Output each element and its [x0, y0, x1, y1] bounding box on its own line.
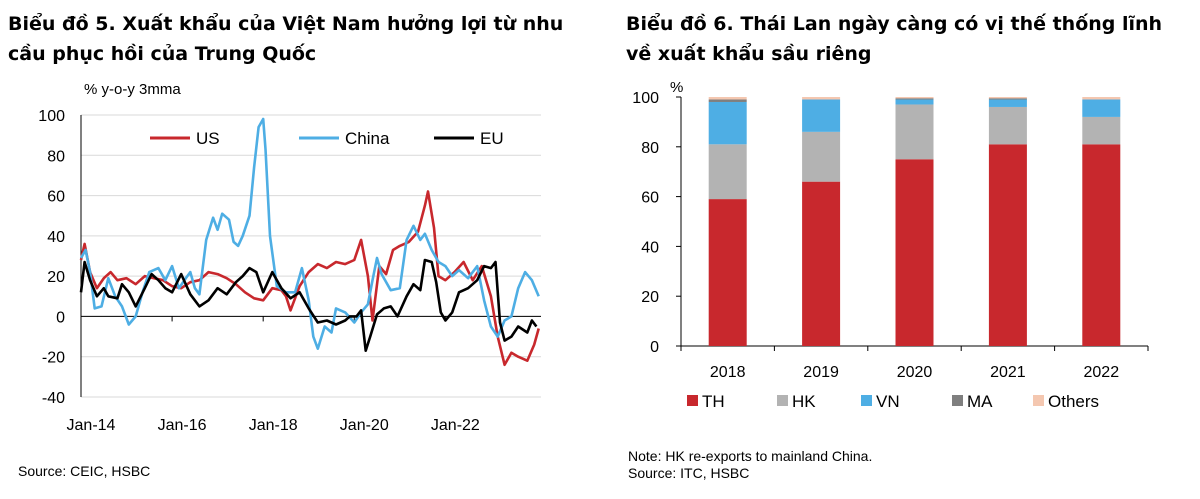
left-source: Source: CEIC, HSBC — [18, 463, 151, 479]
x-tick-label: Jan-18 — [249, 417, 298, 434]
y-axis-label: % — [670, 79, 683, 96]
bar-segment-ma-2020 — [895, 98, 934, 100]
bar-segment-hk-2021 — [988, 106, 1027, 145]
bar-segment-others-2021 — [988, 97, 1027, 99]
bar-segment-hk-2019 — [802, 131, 841, 182]
legend-label-th: TH — [702, 392, 725, 411]
right-note: Note: HK re-exports to mainland China. — [628, 448, 873, 464]
x-tick-label: Jan-22 — [431, 417, 480, 434]
y-tick-label: 40 — [47, 229, 65, 246]
legend-swatch-ma — [952, 395, 963, 406]
bar-segment-th-2019 — [802, 181, 841, 346]
bar-segment-others-2018 — [708, 97, 747, 100]
y-tick-label: 20 — [641, 289, 659, 306]
bar-segment-vn-2018 — [708, 101, 747, 145]
bar-segment-hk-2018 — [708, 144, 747, 200]
y-tick-label: 60 — [47, 189, 65, 206]
y-tick-label: 80 — [641, 140, 659, 157]
y-tick-label: 0 — [650, 339, 659, 356]
bar-segment-ma-2018 — [708, 99, 747, 102]
x-tick-label: 2020 — [897, 364, 933, 381]
x-tick-label: Jan-14 — [67, 417, 116, 434]
series-line-eu — [79, 258, 538, 352]
legend-swatch-th — [687, 395, 698, 406]
y-tick-label: 80 — [47, 148, 65, 165]
bar-segment-hk-2022 — [1082, 116, 1121, 145]
x-tick-label: 2022 — [1084, 364, 1120, 381]
y-tick-label: -40 — [42, 390, 65, 407]
bar-segment-others-2019 — [802, 97, 841, 100]
legend-swatch-others — [1033, 395, 1044, 406]
y-tick-label: 100 — [632, 90, 659, 107]
line-chart: -40 -20 0 20 40 60 80 100 % y-o-y 3mma Jan-14 Jan-… — [38, 81, 541, 434]
legend-label-hk: HK — [792, 392, 816, 411]
series-line-us — [79, 190, 540, 367]
y-tick-label: 40 — [641, 239, 659, 256]
x-tick-label: Jan-20 — [340, 417, 389, 434]
bar-segment-others-2022 — [1082, 97, 1121, 100]
bar-segment-vn-2019 — [802, 99, 841, 132]
right-source: Source: ITC, HSBC — [628, 465, 750, 481]
y-axis-label: % y-o-y 3mma — [84, 81, 181, 98]
x-tick-label: Jan-16 — [158, 417, 207, 434]
right-chart-title: Biểu đồ 6. Thái Lan ngày càng có vị thế … — [626, 9, 1162, 69]
bar-segment-hk-2020 — [895, 104, 934, 160]
y-tick-label: -20 — [42, 350, 65, 367]
bar-segment-vn-2022 — [1082, 99, 1121, 117]
y-tick-label: 20 — [47, 269, 65, 286]
x-tick-label: 2018 — [710, 364, 746, 381]
legend-label-ma: MA — [967, 392, 993, 411]
y-tick-label: 100 — [38, 108, 65, 125]
bar-segment-vn-2021 — [988, 99, 1027, 107]
bar-segment-th-2021 — [988, 144, 1027, 346]
series-line-china — [79, 117, 540, 350]
x-tick-label: 2021 — [990, 364, 1026, 381]
legend-label-us: US — [196, 129, 220, 148]
left-title-line1: Biểu đồ 5. Xuất khẩu của Việt Nam hưởng … — [8, 13, 564, 35]
bar-segment-th-2018 — [708, 199, 747, 346]
bar-segment-ma-2021 — [988, 98, 1027, 100]
legend-label-eu: EU — [480, 129, 504, 148]
legend-swatch-hk — [777, 395, 788, 406]
left-title-line2: cầu phục hồi của Trung Quốc — [8, 43, 317, 65]
legend-label-china: China — [345, 129, 390, 148]
left-chart-title: Biểu đồ 5. Xuất khẩu của Việt Nam hưởng … — [8, 9, 563, 69]
right-title-line2: về xuất khẩu sầu riêng — [626, 43, 872, 65]
bar-segment-others-2020 — [895, 97, 934, 99]
legend-label-vn: VN — [876, 392, 900, 411]
bar-segment-th-2020 — [895, 159, 934, 346]
bar-segment-vn-2020 — [895, 99, 934, 105]
legend-swatch-vn — [861, 395, 872, 406]
bar-segment-th-2022 — [1082, 144, 1121, 346]
x-tick-label: 2019 — [803, 364, 839, 381]
y-tick-label: 0 — [56, 309, 65, 326]
right-title-line1: Biểu đồ 6. Thái Lan ngày càng có vị thế … — [626, 13, 1163, 35]
y-tick-label: 60 — [641, 190, 659, 207]
legend-label-others: Others — [1048, 392, 1099, 411]
